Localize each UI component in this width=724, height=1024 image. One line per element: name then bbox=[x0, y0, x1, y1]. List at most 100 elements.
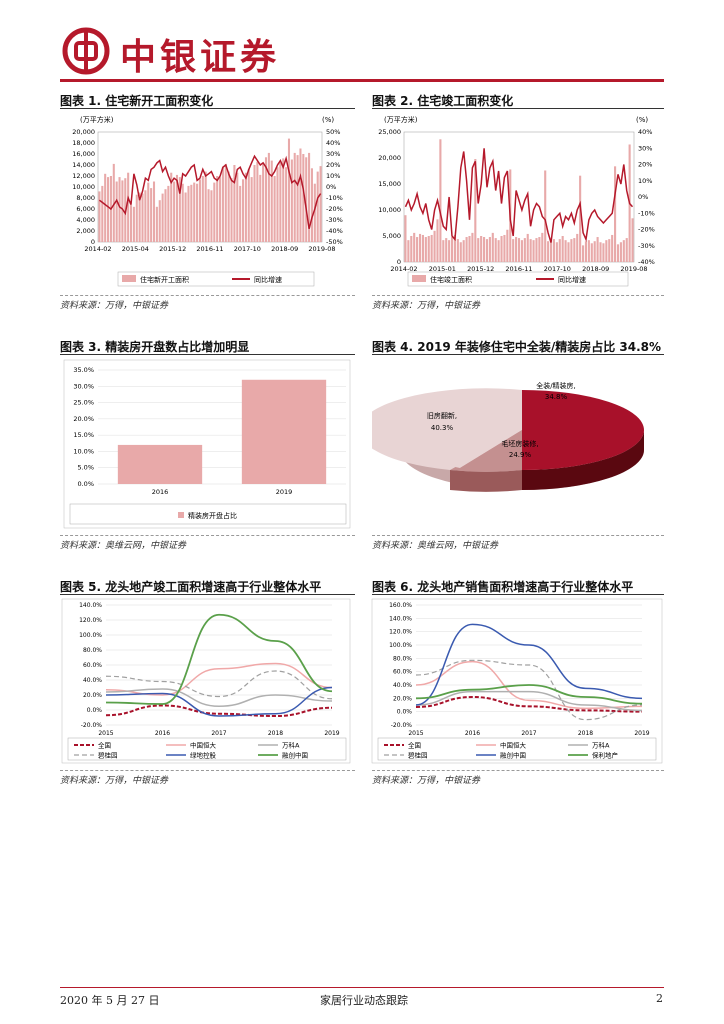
y-tick-label: 18,000 bbox=[72, 139, 95, 147]
bar bbox=[219, 177, 222, 242]
y-tick-label: 140.0% bbox=[389, 615, 412, 622]
bar bbox=[147, 182, 150, 242]
bar bbox=[305, 157, 308, 242]
y2-tick-label: -10% bbox=[638, 209, 655, 217]
fig2-rule bbox=[372, 108, 664, 109]
y-tick-label: 30.0% bbox=[73, 382, 94, 390]
bar bbox=[570, 239, 573, 262]
pie-value-renovation: 40.3% bbox=[431, 424, 454, 432]
y2-tick-label: 20% bbox=[638, 161, 652, 169]
bar bbox=[118, 177, 121, 242]
bar bbox=[256, 161, 259, 242]
bar bbox=[173, 181, 176, 242]
bar bbox=[184, 192, 187, 242]
bar bbox=[512, 239, 515, 262]
plot-area bbox=[97, 131, 323, 243]
bar bbox=[558, 239, 561, 262]
footer-report-name: 家居行业动态跟踪 bbox=[320, 994, 408, 1007]
bar bbox=[204, 171, 207, 242]
bar bbox=[433, 230, 436, 262]
bar bbox=[407, 240, 410, 262]
bar bbox=[181, 183, 184, 242]
bar bbox=[526, 233, 529, 262]
y-tick-label: 14,000 bbox=[72, 161, 95, 169]
y-tick-label: 5,000 bbox=[382, 232, 401, 240]
bar bbox=[552, 239, 555, 262]
y2-tick-label: -30% bbox=[326, 216, 343, 224]
bar bbox=[579, 175, 582, 262]
bar bbox=[141, 193, 144, 242]
x-tick-label: 2019 bbox=[324, 730, 339, 737]
fig2-unit-right: (%) bbox=[636, 116, 648, 124]
bar bbox=[138, 192, 141, 242]
bar bbox=[602, 243, 605, 262]
y-tick-label: 15.0% bbox=[73, 431, 94, 439]
x-tick-label: 2019-08 bbox=[308, 245, 335, 253]
fig2-legend bbox=[407, 271, 629, 287]
y2-tick-label: -20% bbox=[638, 226, 655, 234]
y2-tick-label: -10% bbox=[326, 194, 343, 202]
bar bbox=[158, 200, 161, 242]
bar bbox=[210, 190, 213, 242]
legend-label: 融创中国 bbox=[282, 751, 308, 760]
bar bbox=[227, 171, 230, 242]
legend-label: 万科A bbox=[592, 741, 610, 750]
y-tick-label: 12,000 bbox=[72, 172, 95, 180]
fig1-legend-line: 同比增速 bbox=[254, 275, 282, 284]
series-line bbox=[105, 688, 333, 708]
y-tick-label: 15,000 bbox=[378, 180, 401, 188]
fig1-legend-bar-swatch bbox=[122, 275, 136, 282]
bar bbox=[170, 172, 173, 242]
series-line bbox=[415, 684, 643, 705]
y-tick-label: 10,000 bbox=[378, 206, 401, 214]
y-tick-label: 20,000 bbox=[378, 154, 401, 162]
x-tick-label: 2015-12 bbox=[159, 245, 186, 253]
y2-tick-label: 0% bbox=[638, 193, 648, 201]
header-rule bbox=[60, 79, 664, 82]
y-tick-label: 100.0% bbox=[389, 642, 412, 649]
growth-line bbox=[98, 154, 322, 229]
bar bbox=[285, 167, 288, 242]
y-tick-label: 10.0% bbox=[73, 447, 94, 455]
bar bbox=[296, 155, 299, 242]
series-line bbox=[415, 695, 643, 713]
x-tick-label: 2016-11 bbox=[196, 245, 223, 253]
legend-label: 碧桂园 bbox=[98, 751, 118, 760]
y-tick-label: 40.0% bbox=[393, 682, 412, 689]
pie-label-renovation: 旧房翻新, bbox=[427, 411, 457, 420]
x-tick-label: 2015-01 bbox=[429, 265, 456, 273]
x-tick-label: 2019-08 bbox=[620, 265, 647, 273]
fig6-source-rule bbox=[372, 770, 664, 771]
fig1-legend bbox=[117, 271, 315, 287]
page-number: 2 bbox=[656, 992, 663, 1005]
bar bbox=[590, 243, 593, 262]
y-tick-label: 2,000 bbox=[76, 227, 95, 235]
series-line bbox=[415, 623, 643, 706]
fig6-frame bbox=[371, 598, 663, 764]
bar bbox=[150, 188, 153, 242]
fig5-rule bbox=[60, 594, 355, 595]
y-tick-label: 20.0% bbox=[393, 695, 412, 702]
fig4-source-rule bbox=[372, 535, 664, 536]
y2-tick-label: 20% bbox=[326, 161, 340, 169]
y-tick-label: 20.0% bbox=[73, 415, 94, 423]
y-tick-label: 25,000 bbox=[378, 128, 401, 136]
bar bbox=[299, 148, 302, 242]
bar bbox=[230, 178, 233, 242]
bar bbox=[270, 160, 273, 242]
bar bbox=[445, 238, 448, 262]
bar bbox=[115, 181, 118, 242]
slice-whole-decor bbox=[522, 390, 644, 470]
bar bbox=[112, 163, 115, 242]
bar bbox=[276, 167, 279, 242]
bar bbox=[282, 158, 285, 242]
fig6-title: 图表 6. 龙头地产销售面积增速高于行业整体水平 bbox=[372, 580, 634, 594]
y-tick-label: 20.0% bbox=[83, 692, 102, 699]
bar bbox=[599, 242, 602, 262]
bar bbox=[517, 238, 521, 262]
bar bbox=[247, 169, 250, 242]
y-tick-label: 4,000 bbox=[76, 216, 95, 224]
bar bbox=[459, 242, 462, 262]
legend-label: 绿地控股 bbox=[190, 751, 217, 760]
bar bbox=[614, 166, 617, 262]
